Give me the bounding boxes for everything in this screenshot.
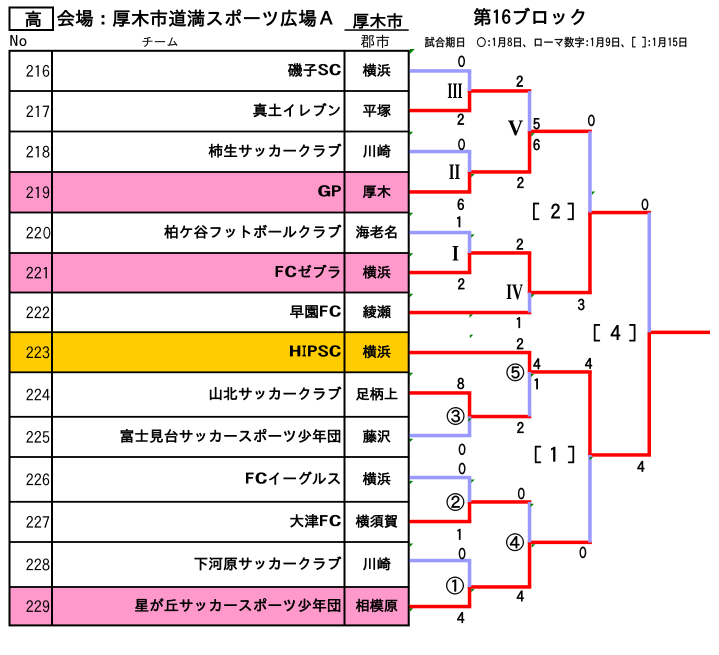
svg-text:IV: IV xyxy=(506,279,523,304)
svg-text:V: V xyxy=(508,115,524,140)
svg-text:II: II xyxy=(449,159,461,184)
svg-text:III: III xyxy=(447,78,462,103)
svg-text:I: I xyxy=(452,241,459,266)
